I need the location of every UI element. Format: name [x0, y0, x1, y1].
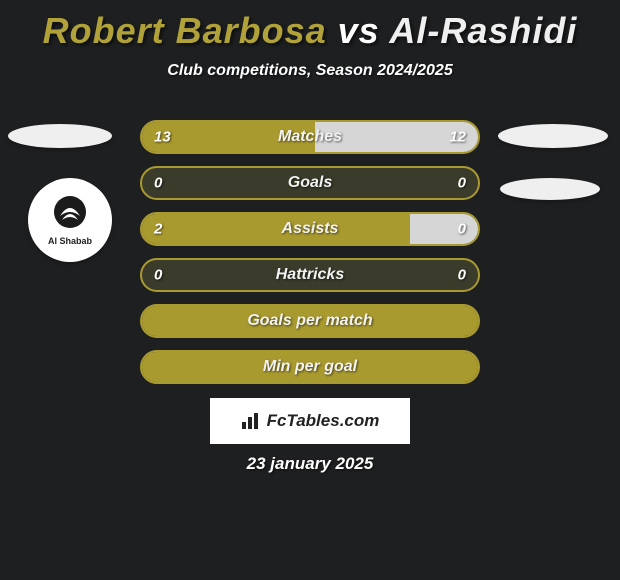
player-oval-0 — [8, 124, 112, 148]
stats-bars: 1312Matches 00Goals 20Assists 00Hattricks Go… — [140, 120, 480, 396]
player-oval-2 — [500, 178, 600, 200]
stat-row: 1312Matches — [140, 120, 480, 154]
title-player2: Al-Rashidi — [389, 10, 577, 51]
stat-row: 20Assists — [140, 212, 480, 246]
stat-row: 00Goals — [140, 166, 480, 200]
stat-label: Goals — [142, 174, 478, 192]
stat-label: Goals per match — [142, 312, 478, 330]
stat-row: Goals per match — [140, 304, 480, 338]
stat-row: 00Hattricks — [140, 258, 480, 292]
stat-row: Min per goal — [140, 350, 480, 384]
bars-icon — [241, 412, 261, 430]
club-badge-label: Al Shabab — [48, 194, 92, 247]
stat-label: Min per goal — [142, 358, 478, 376]
club-badge: Al Shabab — [28, 178, 112, 262]
player-oval-1 — [498, 124, 608, 148]
page-title: Robert Barbosa vs Al-Rashidi — [0, 0, 620, 52]
subtitle: Club competitions, Season 2024/2025 — [0, 62, 620, 80]
branding-badge: FcTables.com — [210, 398, 410, 444]
stat-label: Assists — [142, 220, 478, 238]
branding-text: FcTables.com — [267, 411, 380, 431]
title-player1: Robert Barbosa — [43, 10, 327, 51]
date-text: 23 january 2025 — [0, 454, 620, 474]
title-vs: vs — [327, 10, 390, 51]
club-logo-icon — [48, 194, 92, 234]
stat-label: Matches — [142, 128, 478, 146]
stat-label: Hattricks — [142, 266, 478, 284]
